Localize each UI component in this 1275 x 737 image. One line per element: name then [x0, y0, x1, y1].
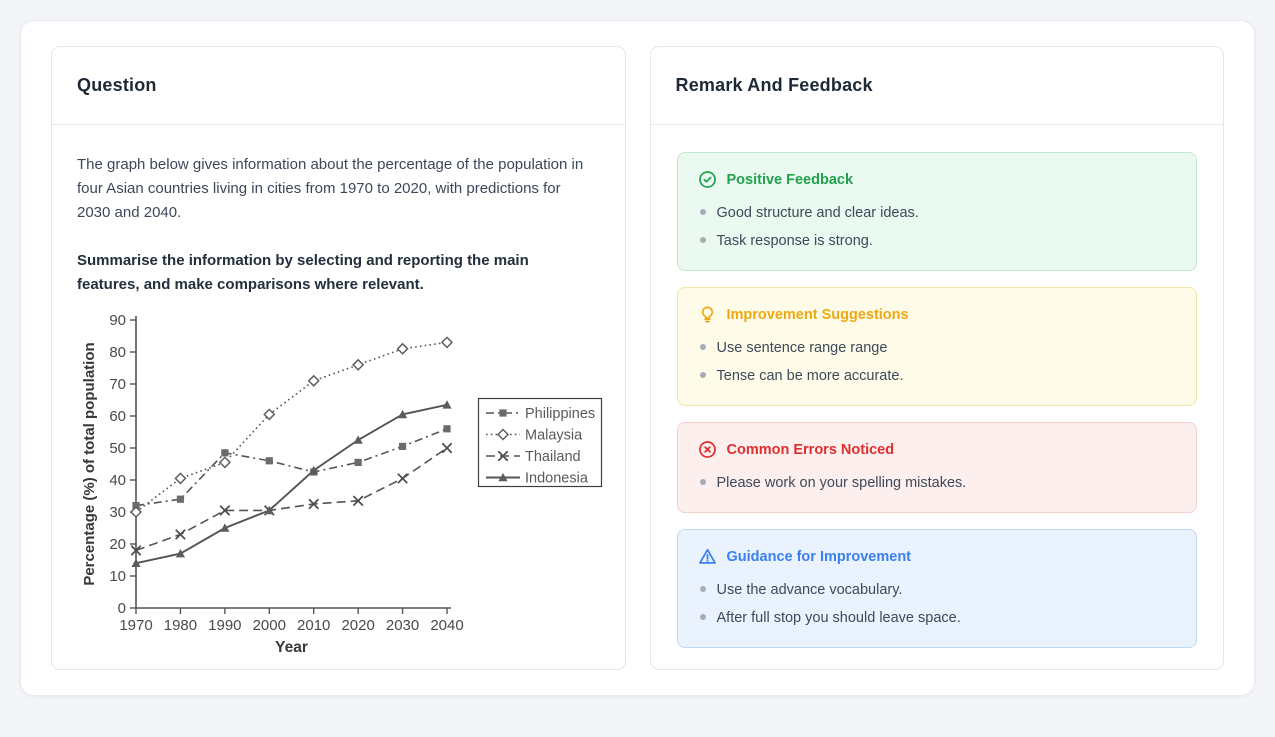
svg-text:2030: 2030 — [386, 617, 419, 634]
feedback-section-title: Guidance for Improvement — [726, 548, 912, 565]
svg-text:2010: 2010 — [297, 617, 330, 634]
feedback-section-errors: Common Errors Noticed Please work on you… — [676, 422, 1197, 513]
feedback-panel-body: Positive Feedback Good structure and cle… — [651, 125, 1224, 669]
feedback-item-text: After full stop you should leave space. — [716, 610, 961, 626]
svg-text:80: 80 — [109, 344, 126, 361]
main-card: Question The graph below gives informati… — [20, 20, 1255, 696]
feedback-item-text: Use the advance vocabulary. — [716, 582, 903, 598]
bullet-icon — [699, 586, 706, 592]
feedback-section-title: Improvement Suggestions — [726, 306, 909, 323]
question-panel: Question The graph below gives informati… — [51, 46, 626, 670]
feedback-section-title: Positive Feedback — [726, 171, 854, 188]
feedback-section-improvement: Improvement Suggestions Use sentence ran… — [676, 287, 1197, 406]
svg-text:2020: 2020 — [341, 617, 374, 634]
svg-text:70: 70 — [109, 376, 126, 393]
feedback-item-text: Good structure and clear ideas. — [716, 205, 919, 221]
question-paragraph: The graph below gives information about … — [77, 156, 584, 221]
question-prompt: Summarise the information by selecting a… — [77, 252, 529, 293]
question-panel-header: Question — [52, 47, 625, 125]
svg-text:20: 20 — [109, 536, 126, 553]
svg-text:60: 60 — [109, 408, 126, 425]
svg-text:1980: 1980 — [164, 617, 197, 634]
svg-text:40: 40 — [109, 472, 126, 489]
feedback-section-positive: Positive Feedback Good structure and cle… — [676, 152, 1197, 271]
x-circle-icon — [698, 440, 717, 459]
feedback-section-title: Common Errors Noticed — [726, 441, 895, 458]
svg-text:0: 0 — [118, 600, 126, 617]
feedback-list: Please work on your spelling mistakes. — [698, 469, 1177, 497]
lightbulb-icon — [698, 305, 717, 324]
feedback-panel-header: Remark And Feedback — [650, 47, 1223, 125]
bullet-icon — [699, 237, 706, 243]
svg-text:1990: 1990 — [208, 617, 241, 634]
feedback-list: Good structure and clear ideas. Task res… — [698, 199, 1177, 255]
svg-text:Philippines: Philippines — [525, 406, 595, 422]
feedback-section-header: Improvement Suggestions — [698, 305, 1177, 324]
svg-text:90: 90 — [109, 312, 126, 329]
bullet-icon — [699, 372, 706, 378]
question-panel-title: Question — [77, 75, 157, 95]
feedback-item: Task response is strong. — [698, 227, 1177, 255]
feedback-item: Use sentence range range — [698, 334, 1177, 362]
feedback-item: After full stop you should leave space. — [698, 604, 1177, 632]
svg-text:Indonesia: Indonesia — [525, 471, 589, 487]
feedback-item-text: Use sentence range range — [716, 340, 888, 356]
check-circle-icon — [698, 170, 717, 189]
chart-legend: Philippines Malaysia Thailand Indonesia — [477, 397, 603, 488]
bullet-icon — [699, 479, 706, 485]
feedback-list: Use the advance vocabulary. After full s… — [698, 576, 1177, 632]
feedback-item-text: Task response is strong. — [716, 233, 873, 249]
svg-text:Thailand: Thailand — [525, 449, 581, 465]
svg-text:50: 50 — [109, 440, 126, 457]
bullet-icon — [699, 344, 706, 350]
feedback-section-guidance: Guidance for Improvement Use the advance… — [676, 529, 1197, 648]
svg-text:Percentage (%) of total popula: Percentage (%) of total population — [81, 342, 98, 585]
feedback-section-header: Positive Feedback — [698, 170, 1177, 189]
feedback-section-header: Common Errors Noticed — [698, 440, 1177, 459]
svg-text:1970: 1970 — [119, 617, 152, 634]
feedback-item-text: Tense can be more accurate. — [716, 368, 904, 384]
bullet-icon — [699, 614, 706, 620]
feedback-item: Please work on your spelling mistakes. — [698, 469, 1177, 497]
warning-triangle-icon — [698, 547, 717, 566]
svg-text:10: 10 — [109, 568, 126, 585]
question-panel-body: The graph below gives information about … — [52, 125, 625, 669]
feedback-item: Tense can be more accurate. — [698, 362, 1177, 390]
feedback-item: Good structure and clear ideas. — [698, 199, 1177, 227]
svg-text:Year: Year — [275, 639, 308, 656]
population-line-chart: 0 10 20 30 40 50 60 70 80 90 1970 1980 1990 2000 2010 2… — [78, 306, 603, 666]
svg-text:Malaysia: Malaysia — [525, 428, 583, 444]
feedback-list: Use sentence range range Tense can be mo… — [698, 334, 1177, 390]
feedback-section-header: Guidance for Improvement — [698, 547, 1177, 566]
feedback-panel-title: Remark And Feedback — [675, 75, 873, 95]
svg-text:2040: 2040 — [430, 617, 463, 634]
svg-text:30: 30 — [109, 504, 126, 521]
feedback-panel: Remark And Feedback Positive Feedback Go… — [649, 46, 1224, 670]
svg-text:2000: 2000 — [253, 617, 286, 634]
feedback-item: Use the advance vocabulary. — [698, 576, 1177, 604]
feedback-item-text: Please work on your spelling mistakes. — [716, 475, 967, 491]
bullet-icon — [699, 209, 706, 215]
